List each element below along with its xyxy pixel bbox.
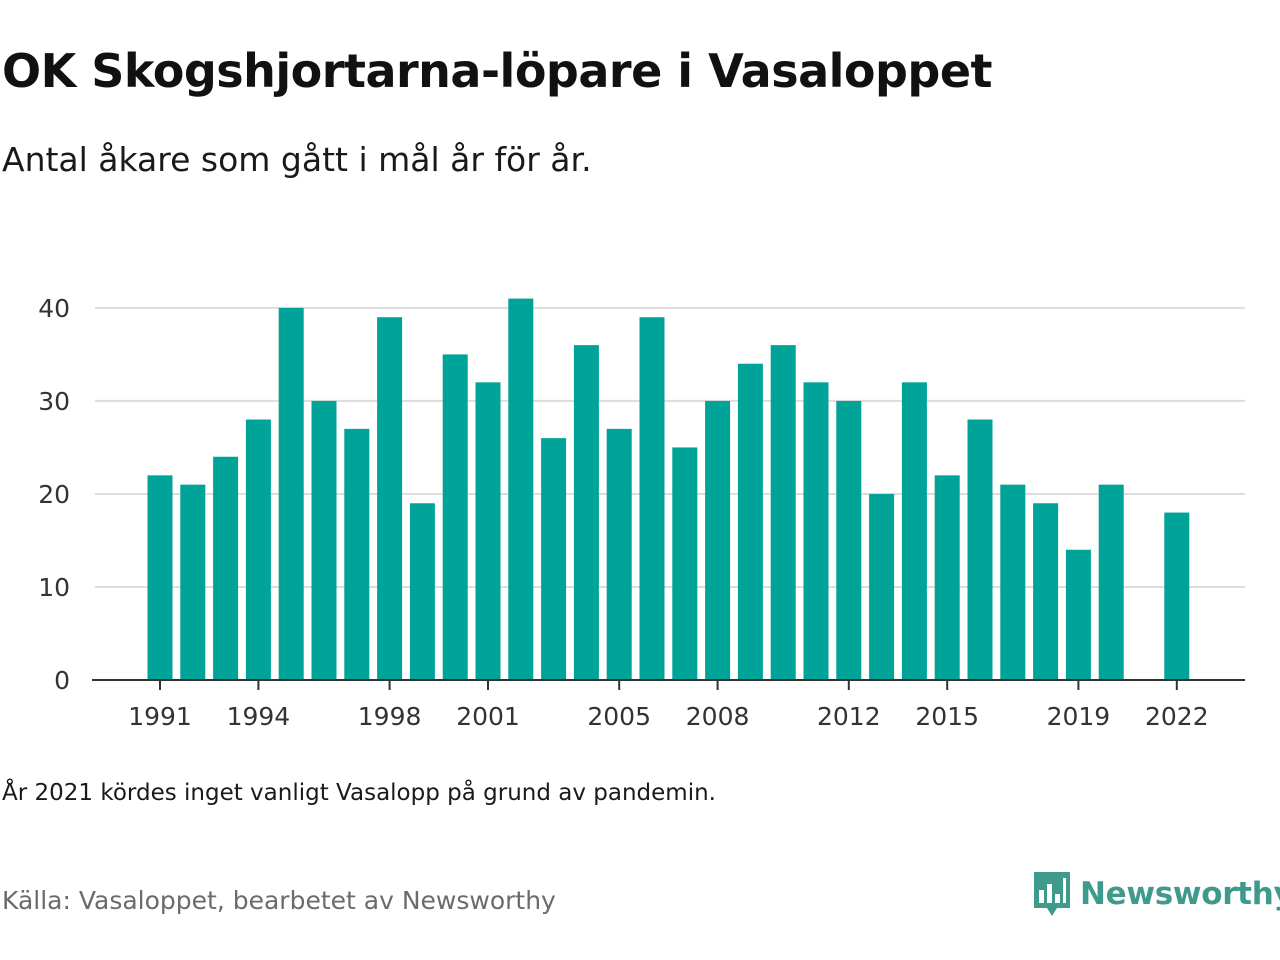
bar-2000 [442, 354, 468, 680]
x-tick-label: 2019 [1047, 702, 1111, 730]
x-tick-label: 2001 [456, 702, 520, 730]
bar-2017 [1000, 484, 1026, 680]
bar-2020 [1098, 484, 1124, 680]
axes: 0 10 20 30 40 1991 1994 1998 2001 2005 2008 2012 201… [38, 294, 1245, 730]
x-tick-label: 1994 [227, 702, 291, 730]
x-tick-label: 1998 [358, 702, 422, 730]
bar-1995 [278, 307, 304, 680]
bar-1997 [344, 428, 370, 680]
y-tick-label: 30 [38, 387, 70, 416]
x-tick-label: 2015 [915, 702, 979, 730]
x-tick-label: 2008 [686, 702, 750, 730]
footnote: År 2021 kördes inget vanligt Vasalopp på… [2, 780, 716, 806]
source-text: Källa: Vasaloppet, bearbetet av Newswort… [2, 886, 556, 915]
bar-1999 [409, 503, 435, 680]
bar-2010 [770, 345, 796, 680]
bars [147, 298, 1190, 680]
bar-2013 [869, 493, 895, 680]
x-tick-label: 1991 [128, 702, 192, 730]
bar-2002 [508, 298, 534, 680]
bar-2012 [836, 400, 862, 680]
bar-2003 [541, 438, 567, 680]
bar-2011 [803, 382, 829, 680]
newsworthy-logo-icon [1034, 872, 1070, 916]
newsworthy-logo: Newsworthy [1032, 870, 1280, 918]
bar-1998 [377, 317, 403, 680]
bar-2018 [1033, 503, 1059, 680]
bar-2007 [672, 447, 698, 680]
bar-2008 [705, 400, 731, 680]
bar-1996 [311, 400, 337, 680]
y-tick-label: 10 [38, 573, 70, 602]
chart-subtitle: Antal åkare som gått i mål år för år. [2, 140, 592, 179]
bar-chart: 0 10 20 30 40 1991 1994 1998 2001 2005 2008 2012 201… [38, 294, 1245, 730]
bar-2014 [901, 382, 927, 680]
x-tick-label: 2005 [587, 702, 651, 730]
y-tick-label: 0 [54, 666, 70, 695]
bar-2022 [1164, 512, 1190, 680]
bar-2009 [737, 363, 763, 680]
bar-2005 [606, 428, 632, 680]
bar-2004 [573, 345, 599, 680]
chart-title: OK Skogshjortarna-löpare i Vasaloppet [2, 44, 993, 98]
bar-1994 [245, 419, 271, 680]
bar-1991 [147, 475, 173, 680]
bar-2006 [639, 317, 665, 680]
bar-2016 [967, 419, 993, 680]
bar-1992 [180, 484, 206, 680]
y-tick-label: 20 [38, 480, 70, 509]
bar-2019 [1065, 549, 1091, 680]
x-tick-label: 2012 [817, 702, 881, 730]
bar-1993 [213, 456, 239, 680]
bar-2015 [934, 475, 960, 680]
x-tick-label: 2022 [1145, 702, 1209, 730]
y-tick-label: 40 [38, 294, 70, 323]
brand-name: Newsworthy [1080, 876, 1280, 912]
bar-2001 [475, 382, 501, 680]
